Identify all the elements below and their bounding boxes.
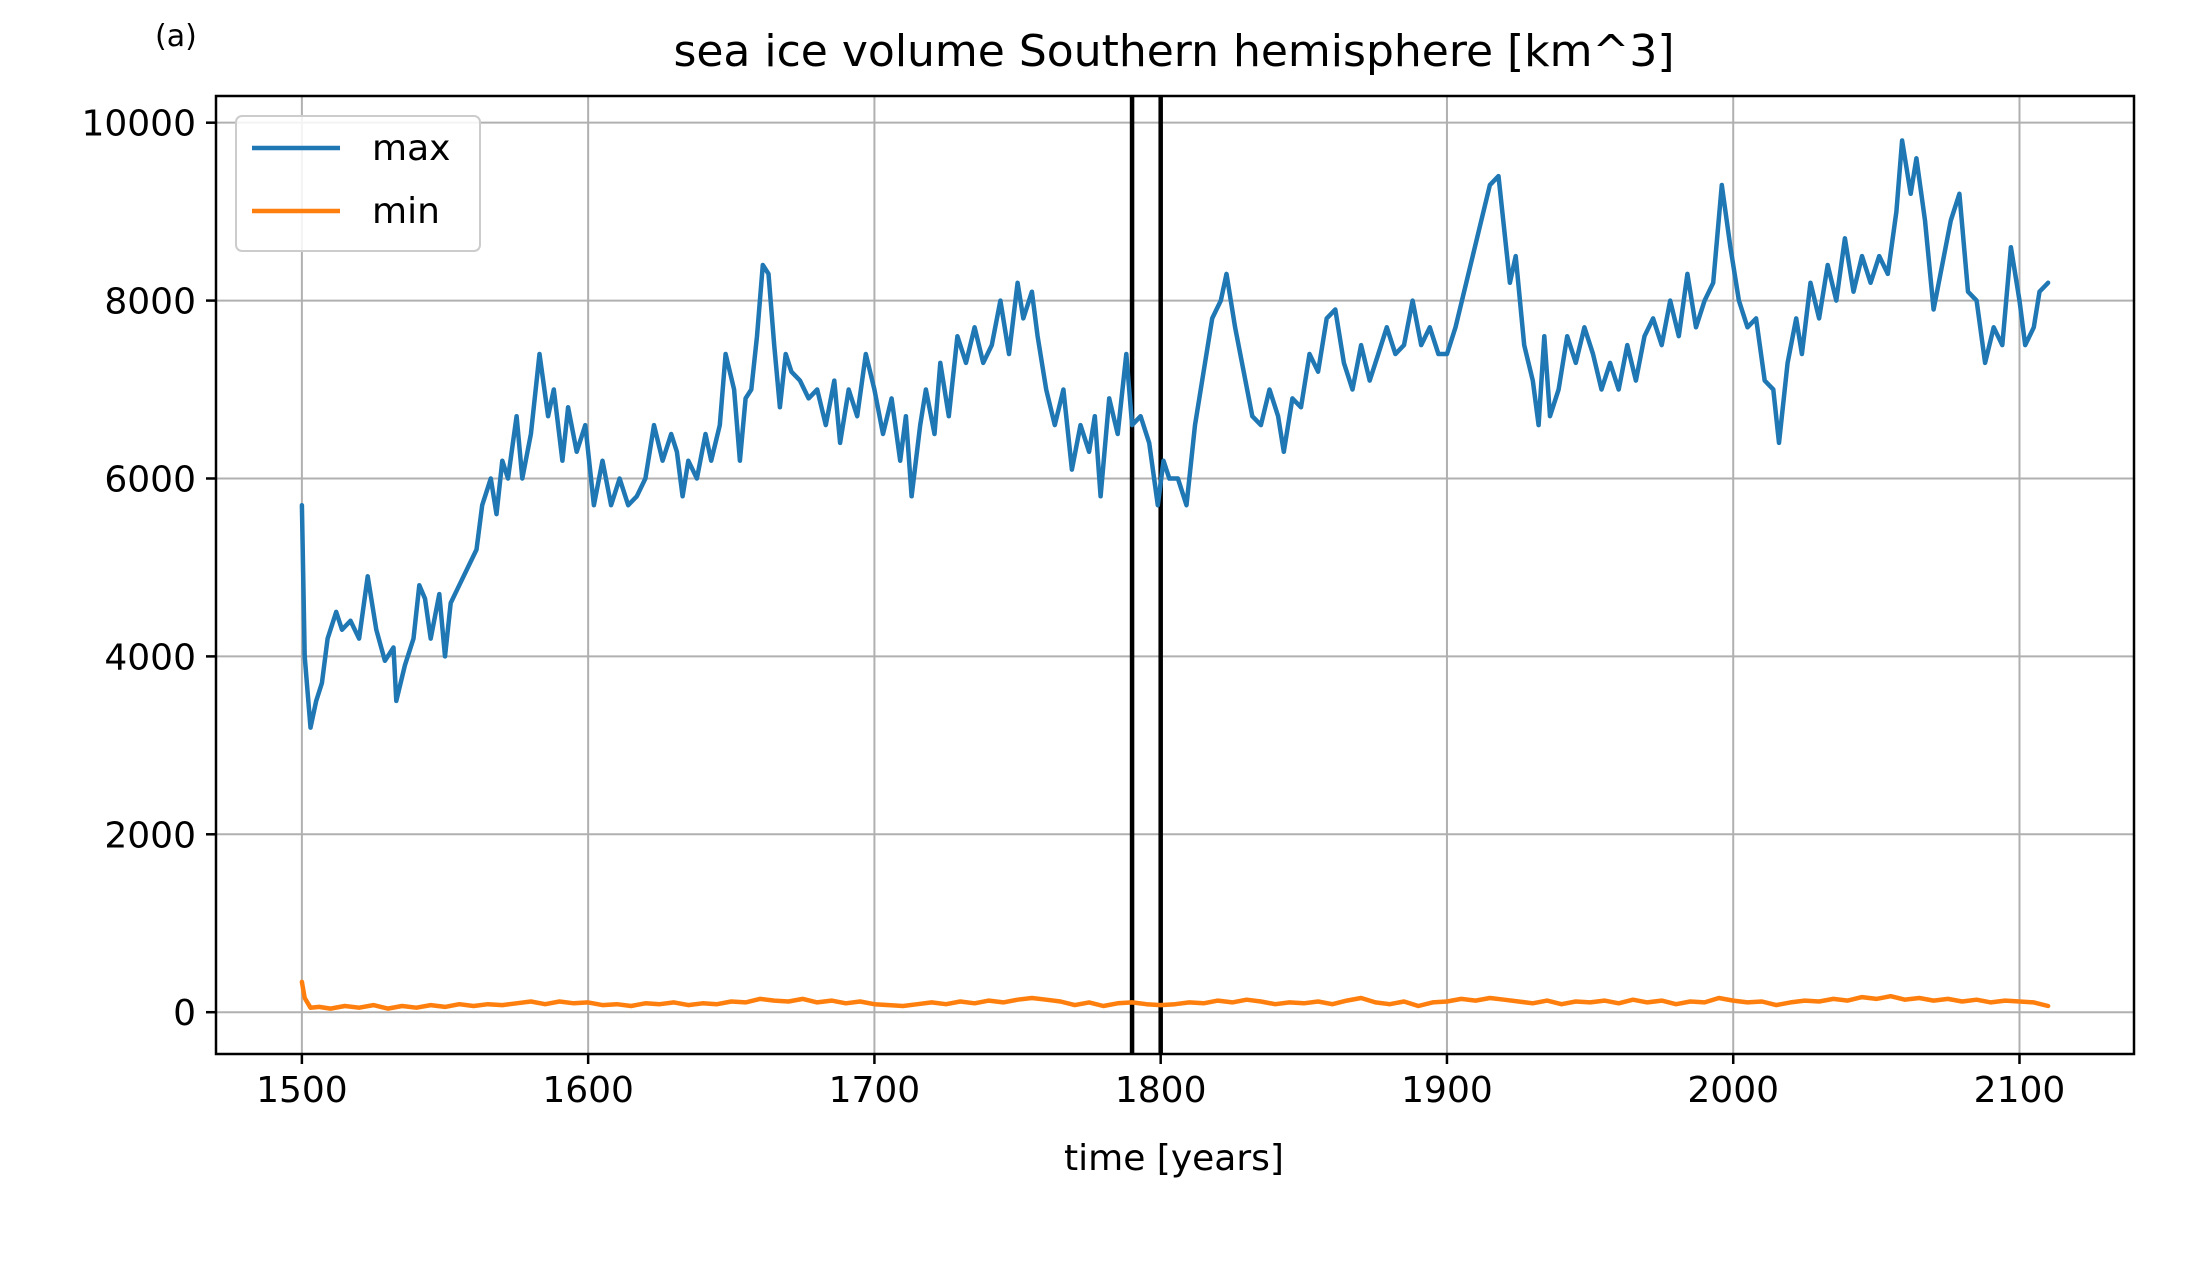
chart-title: sea ice volume Southern hemisphere [km^3… [673,26,1674,77]
x-tick-label-4: 1900 [1401,1070,1493,1111]
y-tick-label-2: 4000 [104,637,196,678]
panel-label: (a) [155,19,197,54]
x-tick-label-1: 1600 [542,1070,634,1111]
plot-frame [214,94,2136,1056]
y-tick-label-5: 10000 [81,104,196,145]
reference-lines [1129,96,1163,1054]
x-tick-label-0: 1500 [256,1070,348,1111]
y-tick-label-0: 0 [173,993,196,1034]
series-lines [299,138,2051,1011]
x-axis-label: time [years] [1064,1138,1284,1179]
x-tick-label-5: 2000 [1687,1070,1779,1111]
series-line-min [299,979,2051,1011]
legend-label-max: max [372,128,450,169]
legend-label-min: min [372,191,440,232]
y-tick-label-1: 2000 [104,815,196,856]
series-line-max [299,138,2051,730]
y-tick-label-4: 8000 [104,282,196,323]
y-tick-label-3: 6000 [104,459,196,500]
x-axis-ticks: 1500 1600 1700 1800 1900 2000 2100 [256,1054,2065,1111]
x-tick-label-6: 2100 [1974,1070,2066,1111]
x-tick-label-2: 1700 [829,1070,921,1111]
y-axis-ticks: 0 2000 4000 6000 8000 10000 [81,104,216,1034]
x-tick-label-3: 1800 [1115,1070,1207,1111]
legend: max min [235,115,481,252]
